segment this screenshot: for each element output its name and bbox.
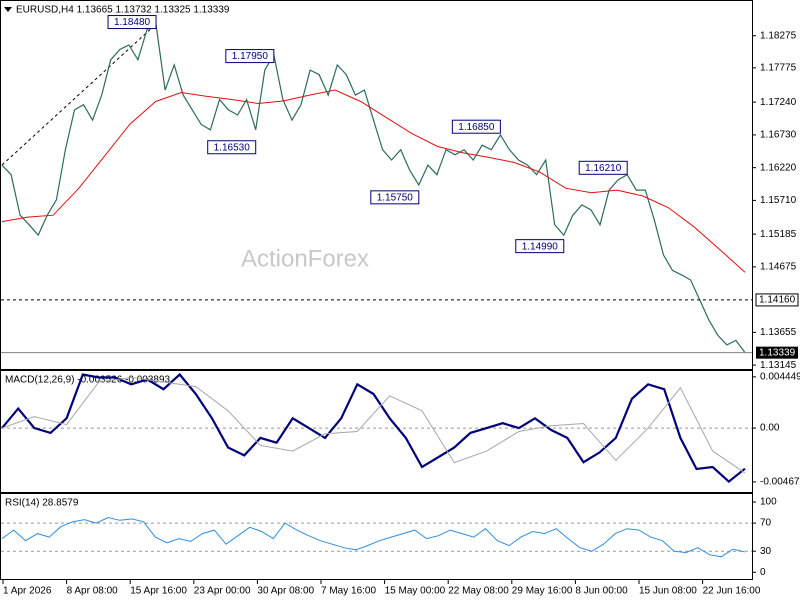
macd-title: MACD(12,26,9) -0.003526 -0.003893 [5, 375, 171, 386]
swing-label: 1.18480 [114, 17, 151, 28]
x-tick-label: 23 Apr 00:00 [194, 586, 251, 597]
level-box [755, 293, 799, 307]
watermark: ActionForex [241, 245, 369, 272]
menu-icon [4, 7, 12, 12]
y-tick-label: 100 [760, 497, 777, 508]
x-tick-label: 7 May 16:00 [321, 586, 376, 597]
y-tick-label: 0.004449 [760, 371, 800, 382]
swing-box [207, 140, 257, 155]
series-line [1, 516, 746, 558]
swing-label: 1.16530 [214, 142, 251, 153]
y-tick-label: -0.004676 [760, 477, 800, 488]
x-tick-label: 15 May 00:00 [385, 586, 446, 597]
y-tick-label: 1.14675 [760, 262, 797, 273]
level-label: 1.14160 [759, 295, 796, 306]
swing-box [370, 190, 420, 205]
last-price-label: 1.13339 [759, 347, 796, 358]
y-tick-label: 1.15185 [760, 229, 797, 240]
x-tick-label: 29 May 16:00 [512, 586, 573, 597]
swing-box [451, 119, 501, 134]
y-tick-label: 1.17775 [760, 62, 797, 73]
x-tick-label: 8 Jun 00:00 [575, 586, 628, 597]
y-tick-label: 30 [760, 546, 772, 557]
macd-pane [0, 370, 753, 493]
chart-title: EURUSD,H4 1.13665 1.13732 1.13325 1.1333… [16, 5, 230, 16]
x-tick-label: 8 Apr 08:00 [67, 586, 119, 597]
x-tick-label: 15 Apr 16:00 [130, 586, 187, 597]
series-line [1, 89, 746, 273]
y-tick-label: 1.16730 [760, 130, 797, 141]
series-line [1, 372, 746, 484]
swing-label: 1.15750 [377, 192, 414, 203]
y-tick-label: 1.16220 [760, 162, 797, 173]
swing-box [515, 239, 565, 254]
x-tick-label: 15 Jun 08:00 [639, 586, 697, 597]
y-tick-label: 1.13145 [760, 360, 797, 371]
swing-label: 1.14990 [522, 241, 559, 252]
swing-label: 1.17950 [232, 51, 269, 62]
series-line [1, 23, 746, 353]
rsi-title: RSI(14) 28.8579 [5, 498, 79, 509]
price-pane [0, 0, 753, 370]
y-tick-label: 1.15710 [760, 195, 797, 206]
swing-label: 1.16850 [458, 122, 495, 133]
x-tick-label: 22 Jun 16:00 [703, 586, 761, 597]
rsi-pane [0, 493, 753, 580]
swing-label: 1.16210 [585, 163, 622, 174]
x-tick-label: 22 May 08:00 [448, 586, 509, 597]
swing-box [225, 49, 275, 64]
y-tick-label: 1.18275 [760, 30, 797, 41]
x-tick-label: 30 Apr 08:00 [257, 586, 314, 597]
x-tick-label: 1 Apr 2026 [3, 586, 52, 597]
y-tick-label: 1.13655 [760, 327, 797, 338]
y-tick-label: 0.00 [760, 423, 780, 434]
swing-box [578, 160, 628, 175]
swing-box [107, 15, 157, 30]
y-tick-label: 0 [760, 567, 766, 578]
last-price-box [756, 346, 798, 359]
y-tick-label: 1.17240 [760, 97, 797, 108]
trend-line [1, 24, 156, 166]
y-tick-label: 70 [760, 518, 772, 529]
series-line [1, 376, 746, 474]
